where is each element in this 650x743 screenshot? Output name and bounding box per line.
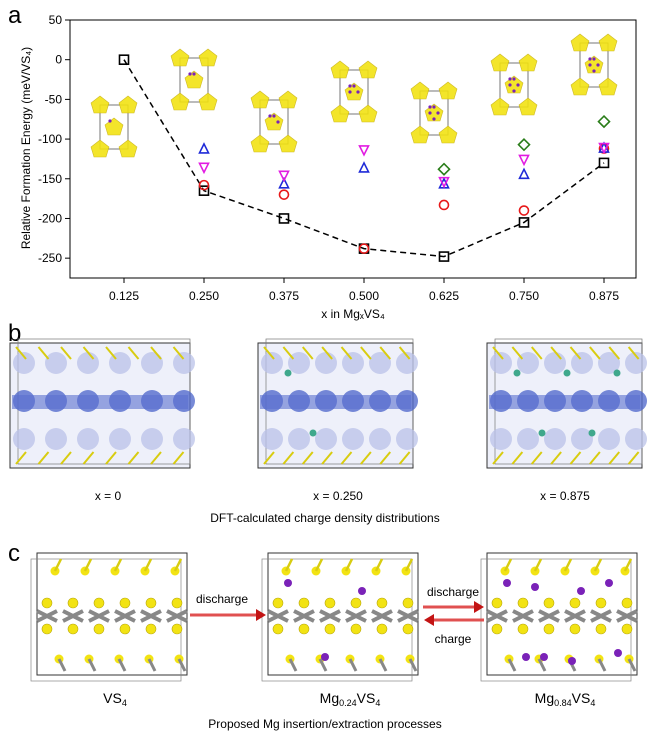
- triangle-down-marker: [198, 162, 210, 175]
- arrow-label-discharge-2: discharge: [427, 585, 479, 599]
- x-tick-label: 0.125: [109, 289, 139, 303]
- insertion-process-row: discharge discharge charge: [30, 552, 638, 682]
- y-axis: 50 0 -50 -100 -150 -200 -250: [38, 13, 70, 265]
- y-axis-label: Relative Formation Energy (meV/VS₄): [19, 47, 33, 249]
- y-tick-label: -200: [38, 211, 62, 225]
- caption-x0: x = 0: [94, 489, 122, 503]
- discharge-arrow: [190, 609, 266, 621]
- crystal-inset: [330, 60, 378, 123]
- circle-marker: [358, 243, 370, 254]
- y-tick-label: 0: [55, 53, 62, 67]
- x-tick-label: 0.250: [189, 289, 219, 303]
- circle-marker: [518, 205, 530, 216]
- lowest-marker: [278, 213, 290, 224]
- charge-density-image-x0875: [486, 338, 647, 469]
- structure-mg024vs4: [261, 552, 419, 682]
- x-tick-label: 0.375: [269, 289, 299, 303]
- structure-vs4: [30, 552, 188, 682]
- crystal-inset: [570, 33, 618, 96]
- circle-marker: [438, 199, 450, 211]
- lowest-marker: [118, 54, 130, 65]
- label-vs4: VS4: [103, 690, 127, 708]
- lowest-marker: [598, 157, 610, 169]
- y-tick-label: -100: [38, 132, 62, 146]
- label-mg024vs4: Mg0.24VS4: [319, 690, 381, 708]
- lowest-marker: [438, 251, 450, 262]
- x-tick-label: 0.750: [509, 289, 539, 303]
- caption-x0250: x = 0.250: [313, 489, 363, 503]
- crystal-insets: [90, 33, 618, 158]
- crystal-inset: [250, 90, 298, 153]
- triangle-up-marker: [518, 167, 530, 180]
- triangle-up-marker: [278, 177, 290, 189]
- y-tick-label: -50: [45, 92, 63, 106]
- lowest-energy-trendline: [123, 59, 605, 258]
- discharge-charge-arrows: [423, 601, 484, 626]
- caption-x0875: x = 0.875: [540, 489, 590, 503]
- charge-density-image-x0: [9, 338, 195, 469]
- triangle-down-marker: [358, 145, 370, 157]
- x-axis: 0.125 0.250 0.375 0.500 0.625 0.750 0.875: [109, 278, 619, 303]
- triangle-up-marker: [358, 161, 370, 173]
- crystal-inset: [490, 53, 538, 116]
- crystal-inset: [90, 95, 138, 158]
- y-tick-label: 50: [49, 13, 63, 27]
- lowest-marker: [198, 185, 210, 196]
- structure-mg084vs4: [480, 552, 638, 682]
- x-tick-label: 0.875: [589, 289, 619, 303]
- triangle-down-marker: [598, 142, 610, 155]
- panel-b-title: DFT-calculated charge density distributi…: [210, 511, 440, 525]
- y-tick-label: -250: [38, 251, 62, 265]
- panel-label-a: a: [8, 2, 22, 29]
- x-tick-label: 0.500: [349, 289, 379, 303]
- diamond-marker: [517, 138, 531, 152]
- plot-frame: [69, 19, 637, 279]
- diamond-marker: [437, 162, 451, 176]
- formation-energy-chart: 500-50-100-150-200-250 0.125 0.250 0.375 0.…: [19, 13, 637, 321]
- lowest-marker: [518, 217, 530, 228]
- panel-c-title: Proposed Mg insertion/extraction process…: [208, 717, 442, 731]
- circle-marker: [278, 189, 290, 200]
- triangle-down-marker: [278, 170, 290, 183]
- triangle-down-marker: [518, 154, 530, 167]
- crystal-inset: [410, 81, 458, 144]
- data-markers: [118, 54, 611, 262]
- charge-density-image-x0250: [257, 338, 418, 469]
- arrow-label-charge: charge: [435, 632, 472, 646]
- x-axis-label: x in MgₓVS₄: [321, 307, 385, 321]
- arrow-label-discharge: discharge: [196, 592, 248, 606]
- triangle-down-marker: [438, 176, 450, 189]
- crystal-inset: [170, 48, 218, 111]
- charge-density-row: [9, 338, 647, 469]
- diamond-marker: [597, 114, 611, 129]
- y-tick-label: -150: [38, 172, 62, 186]
- panel-label-c: c: [8, 540, 20, 567]
- circle-marker: [198, 179, 210, 191]
- x-tick-label: 0.625: [429, 289, 459, 303]
- triangle-up-marker: [198, 142, 210, 154]
- label-mg084vs4: Mg0.84VS4: [534, 690, 596, 708]
